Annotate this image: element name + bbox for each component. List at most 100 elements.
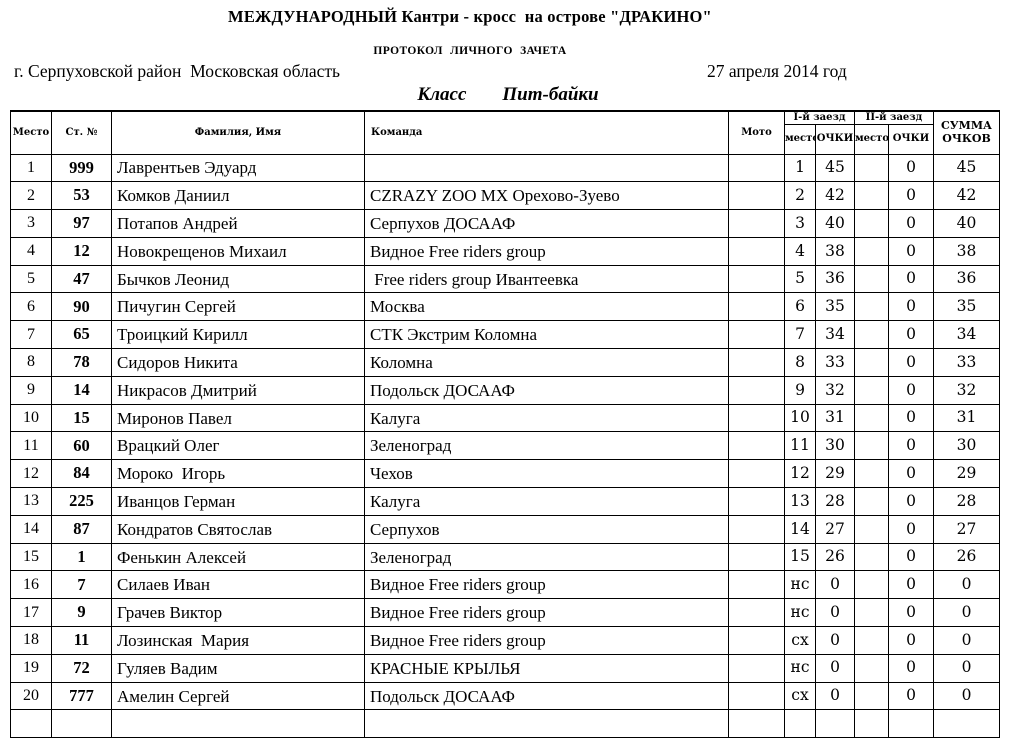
cell-start-no: 999: [51, 153, 112, 183]
cell-r2-place: [854, 403, 889, 433]
cell-r2-points: 0: [888, 514, 934, 544]
col-header-total: СУММА ОЧКОВ: [933, 110, 1000, 155]
table-row: 16 7 Силаев Иван Видное Free riders group нс…: [10, 570, 1000, 600]
class-value: Пит-байки: [502, 84, 599, 105]
document-subtitle: ПРОТОКОЛ ЛИЧНОГО ЗАЧЕТА: [373, 45, 567, 57]
cell-moto: [728, 626, 785, 655]
cell-moto: [728, 181, 785, 211]
cell-place: 13: [10, 487, 52, 516]
cell-moto: [728, 209, 785, 238]
table-row: 10 15 Миронов Павел Калуга 10 31 0 31: [10, 403, 1000, 433]
cell-name: Бычков Леонид: [111, 264, 365, 294]
cell-name: Троицкий Кирилл: [111, 320, 365, 350]
date-text: 27 апреля 2014 год: [707, 61, 847, 81]
cell-start-no: 225: [51, 487, 112, 516]
cell-r1-points: 31: [815, 403, 855, 433]
cell-r2-place: [854, 598, 889, 628]
cell-r2-place: [854, 348, 889, 377]
class-label: Класс: [417, 84, 467, 105]
col-header-team: Команда: [364, 110, 729, 155]
table-row: 8 78 Сидоров Никита Коломна 8 33 0 33: [10, 348, 1000, 377]
cell-total: 38: [933, 236, 1000, 266]
cell-place: 7: [10, 320, 52, 350]
cell-total: 28: [933, 487, 1000, 516]
cell-r1-place: 15: [784, 542, 816, 572]
cell-team: Зеленоград: [364, 542, 729, 572]
cell-moto: [728, 542, 785, 572]
cell-name: Миронов Павел: [111, 403, 365, 433]
cell-start-no: 14: [51, 375, 112, 405]
cell-name: Лаврентьев Эдуард: [111, 153, 365, 183]
cell-name: Комков Даниил: [111, 181, 365, 211]
cell-total: 45: [933, 153, 1000, 183]
cell-r2-points: 0: [888, 209, 934, 238]
cell-start-no: 72: [51, 653, 112, 683]
partial-table-row: [10, 709, 1000, 738]
cell-r2-points: 0: [888, 236, 934, 266]
cell-r2-points: 0: [888, 598, 934, 628]
col-header-moto: Мото: [728, 110, 785, 155]
cell-place: 4: [10, 236, 52, 266]
cell-total: 33: [933, 348, 1000, 377]
cell-team: СТК Экстрим Коломна: [364, 320, 729, 350]
empty-cell: [784, 709, 816, 738]
cell-moto: [728, 348, 785, 377]
cell-moto: [728, 653, 785, 683]
col-header-race2-points: ОЧКИ: [888, 123, 934, 155]
cell-place: 11: [10, 431, 52, 461]
cell-name: Никрасов Дмитрий: [111, 375, 365, 405]
empty-cell: [51, 709, 112, 738]
cell-r1-place: сх: [784, 626, 816, 655]
cell-name: Лозинская Мария: [111, 626, 365, 655]
col-header-start-number: Ст. №: [51, 110, 112, 155]
cell-r2-points: 0: [888, 542, 934, 572]
cell-r2-place: [854, 375, 889, 405]
cell-r2-place: [854, 292, 889, 322]
cell-total: 27: [933, 514, 1000, 544]
cell-r2-place: [854, 570, 889, 600]
cell-total: 26: [933, 542, 1000, 572]
cell-moto: [728, 236, 785, 266]
cell-r1-points: 45: [815, 153, 855, 183]
cell-r1-points: 38: [815, 236, 855, 266]
cell-place: 15: [10, 542, 52, 572]
cell-r2-points: 0: [888, 653, 934, 683]
cell-team: Калуга: [364, 403, 729, 433]
results-table: Место Ст. № Фамилия, Имя Команда Мото I-…: [10, 110, 1000, 738]
cell-name: Фенькин Алексей: [111, 542, 365, 572]
cell-r1-place: 12: [784, 459, 816, 489]
cell-r1-place: 9: [784, 375, 816, 405]
empty-cell: [728, 709, 785, 738]
results-header: Место Ст. № Фамилия, Имя Команда Мото I-…: [10, 110, 1000, 155]
cell-r2-points: 0: [888, 320, 934, 350]
cell-total: 0: [933, 626, 1000, 655]
cell-start-no: 65: [51, 320, 112, 350]
col-header-place: Место: [10, 110, 52, 155]
col-header-race2: II-й заезд: [854, 110, 934, 125]
cell-name: Мороко Игорь: [111, 459, 365, 489]
cell-r2-place: [854, 264, 889, 294]
cell-team: Серпухов: [364, 514, 729, 544]
cell-name: Силаев Иван: [111, 570, 365, 600]
cell-name: Врацкий Олег: [111, 431, 365, 461]
cell-total: 0: [933, 570, 1000, 600]
cell-r2-place: [854, 181, 889, 211]
cell-start-no: 84: [51, 459, 112, 489]
cell-r2-place: [854, 153, 889, 183]
cell-r1-place: 2: [784, 181, 816, 211]
cell-place: 12: [10, 459, 52, 489]
cell-start-no: 15: [51, 403, 112, 433]
table-row: 20 777 Амелин Сергей Подольск ДОСААФ сх 0 0 0: [10, 681, 1000, 711]
cell-r2-place: [854, 542, 889, 572]
cell-r1-place: 3: [784, 209, 816, 238]
cell-team: Коломна: [364, 348, 729, 377]
cell-r1-place: 10: [784, 403, 816, 433]
cell-r1-place: нс: [784, 570, 816, 600]
cell-team: Калуга: [364, 487, 729, 516]
cell-start-no: 47: [51, 264, 112, 294]
cell-r1-points: 34: [815, 320, 855, 350]
cell-moto: [728, 514, 785, 544]
cell-place: 20: [10, 681, 52, 711]
cell-team: КРАСНЫЕ КРЫЛЬЯ: [364, 653, 729, 683]
cell-name: Грачев Виктор: [111, 598, 365, 628]
